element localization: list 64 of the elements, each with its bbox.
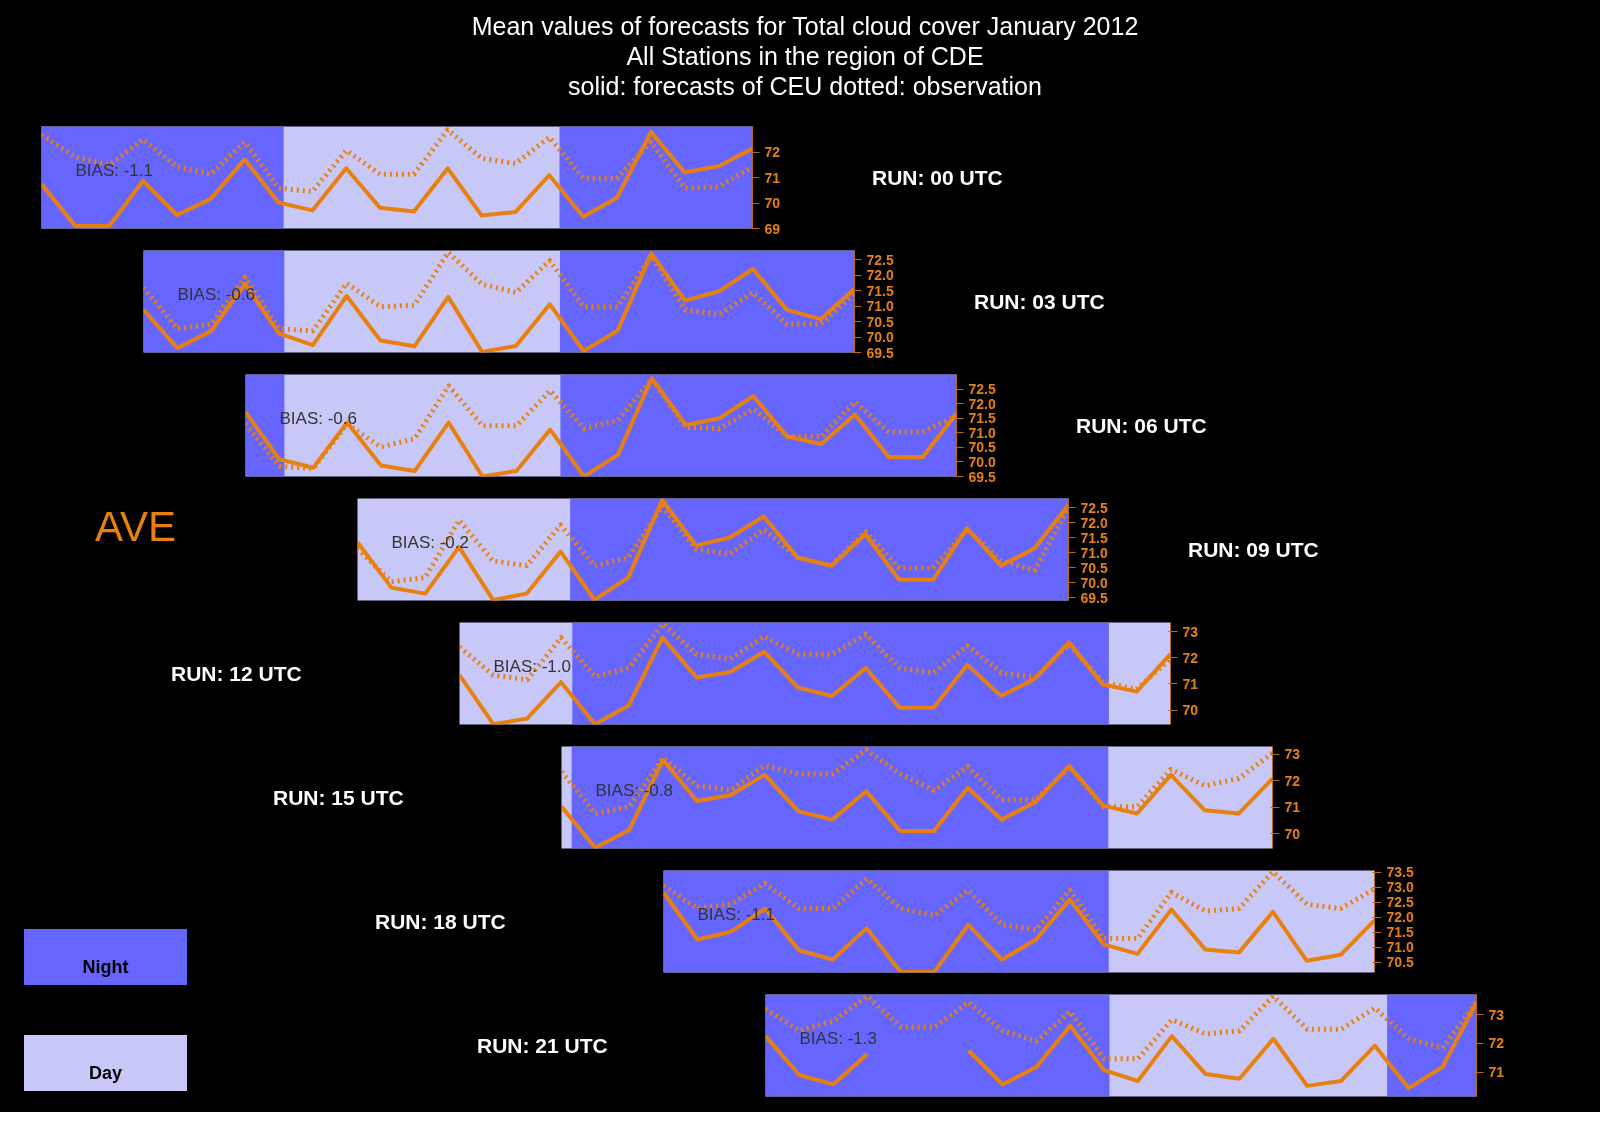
text: RUN: 03 UTC <box>974 289 1105 315</box>
y-tick-label: 70 <box>1182 702 1199 719</box>
text: RUN: 15 UTC <box>273 785 404 811</box>
y-tick-label: 72.0 <box>968 395 996 412</box>
y-tick-label: 71 <box>764 169 781 186</box>
y-tick-label: 72.0 <box>1386 909 1414 925</box>
y-tick-label: 71.0 <box>968 424 996 441</box>
y-tick-label: 71 <box>1284 799 1301 816</box>
y-tick-label: 70.0 <box>1080 574 1108 591</box>
text: RUN: 00 UTC <box>872 165 1003 191</box>
y-tick-label: 70.0 <box>866 329 894 346</box>
annotation: BIAS: -1.0 <box>493 657 571 676</box>
y-tick-label: 69.5 <box>866 344 894 361</box>
annotation: BIAS: -1.3 <box>799 1029 877 1048</box>
y-tick-label: 72 <box>1488 1035 1505 1052</box>
y-tick-label: 71 <box>1182 675 1199 692</box>
text: RUN: 21 UTC <box>477 1033 608 1059</box>
text: Day <box>88 1062 123 1085</box>
text: All Stations in the region of CDE solid: forecasts of CEU dotted: observation <box>568 42 1042 100</box>
y-tick-label: 72.5 <box>1386 894 1414 910</box>
y-tick-label: 72.5 <box>968 381 996 398</box>
line-series <box>41 130 753 228</box>
text: RUN: 18 UTC <box>375 909 506 935</box>
text: RUN: 12 UTC <box>171 661 302 687</box>
y-tick-label: 73 <box>1488 1006 1505 1023</box>
text: RUN: 06 UTC <box>1076 413 1207 439</box>
y-tick-label: 73 <box>1284 746 1301 763</box>
y-tick-label: 73 <box>1182 623 1199 640</box>
y-tick-label: 72.0 <box>866 267 894 284</box>
y-tick-label: 73.5 <box>1386 864 1414 880</box>
text: RUN: 09 UTC <box>1188 537 1319 563</box>
y-tick-label: 72 <box>764 144 781 160</box>
y-tick-label: 71.5 <box>1386 924 1414 940</box>
y-tick-label: 72 <box>1182 649 1199 666</box>
line-series <box>143 251 855 353</box>
y-tick-label: 73.0 <box>1386 879 1414 895</box>
y-tick-label: 72.5 <box>866 251 894 268</box>
y-tick-label: 72.0 <box>1080 514 1108 531</box>
annotation: BIAS: -1.1 <box>75 161 153 180</box>
y-tick-label: 70.5 <box>1386 954 1414 970</box>
y-tick-label: 72.5 <box>1080 499 1108 516</box>
line-series <box>357 498 1069 601</box>
y-tick-label: 69 <box>764 220 781 237</box>
y-tick-label: 70 <box>764 195 781 211</box>
y-tick-label: 71.0 <box>1386 939 1414 955</box>
y-tick-label: 71.0 <box>1080 544 1108 561</box>
text: AVE <box>95 502 176 552</box>
text: Mean values of forecasts for Total cloud cover January 2012 <box>471 12 1139 40</box>
y-tick-label: 70 <box>1284 825 1301 842</box>
text: Night <box>82 956 129 979</box>
y-tick-label: 71.5 <box>1080 529 1108 546</box>
y-tick-label: 69.5 <box>1080 589 1108 606</box>
annotation: BIAS: -0.2 <box>391 533 469 552</box>
y-tick-label: 69.5 <box>968 468 996 485</box>
y-tick-label: 70.5 <box>866 313 894 330</box>
annotation: BIAS: -0.6 <box>279 409 357 428</box>
y-tick-label: 71.5 <box>866 282 894 299</box>
y-tick-label: 71.5 <box>968 410 996 427</box>
y-tick-label: 71 <box>1488 1064 1505 1081</box>
y-tick-label: 70.5 <box>968 439 996 456</box>
y-tick-label: 72 <box>1284 772 1301 789</box>
y-tick-label: 70.5 <box>1080 559 1108 576</box>
y-tick-label: 70.0 <box>968 453 996 470</box>
y-tick-label: 71.0 <box>866 298 894 315</box>
